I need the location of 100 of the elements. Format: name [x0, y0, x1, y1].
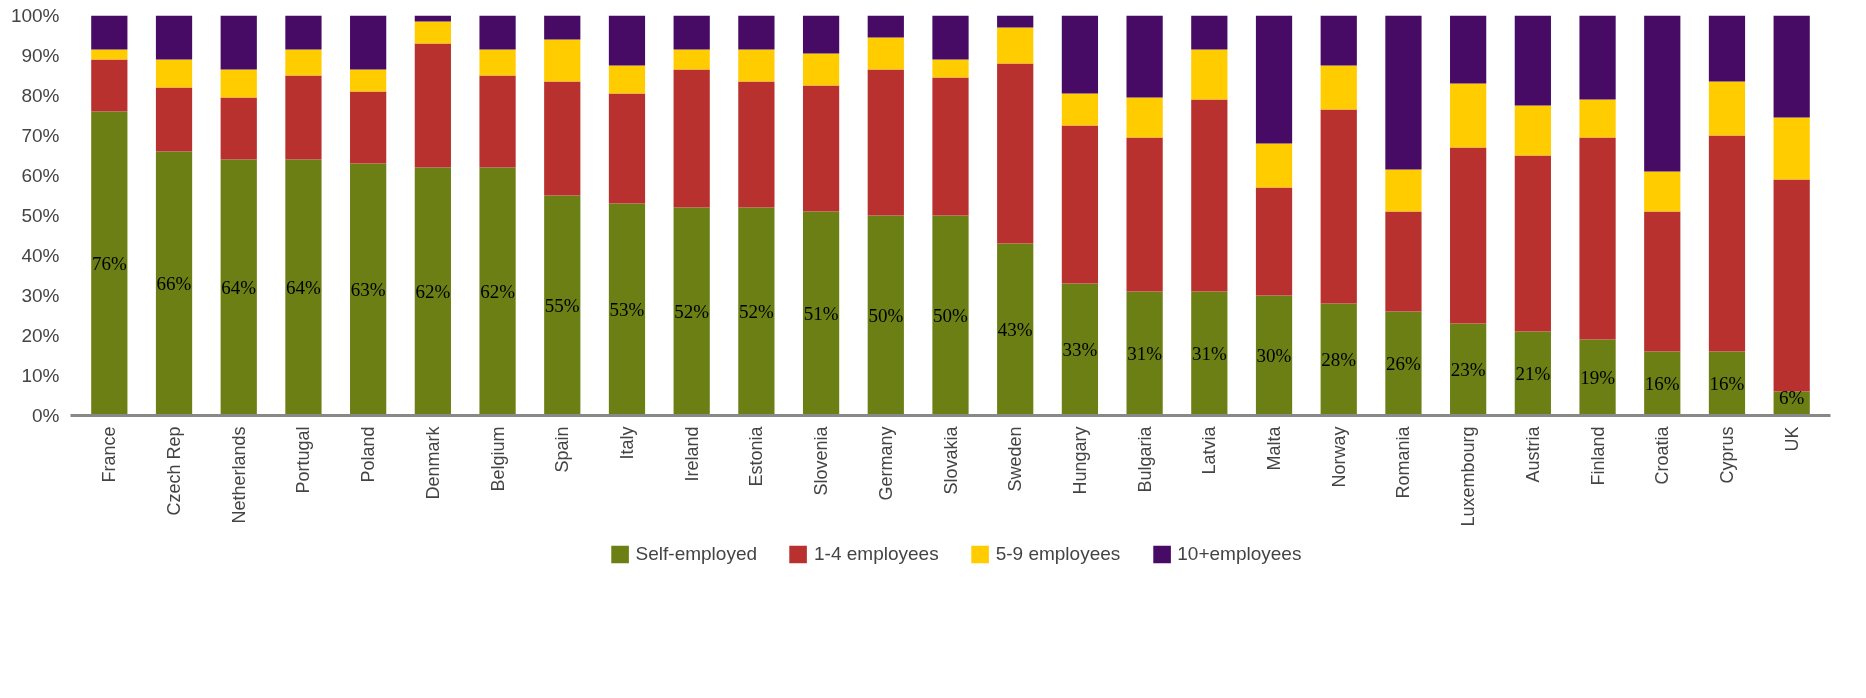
bar [1450, 15, 1487, 84]
bar [414, 167, 451, 416]
bar [932, 77, 969, 216]
bar [1385, 169, 1422, 212]
bar [1773, 117, 1810, 180]
x-tick-label: Poland [358, 426, 379, 483]
bar [1514, 331, 1551, 416]
y-tick-label: 50% [21, 205, 60, 226]
bar [220, 69, 257, 98]
data-label: 26% [1386, 353, 1422, 374]
bar [1191, 291, 1228, 416]
bar [220, 159, 257, 416]
bar [1126, 291, 1163, 416]
y-tick-label: 60% [21, 165, 60, 186]
x-tick-label: Luxembourg [1458, 426, 1479, 527]
data-label: 50% [933, 305, 969, 326]
bar [867, 215, 904, 416]
y-tick-label: 20% [21, 325, 60, 346]
x-tick-label: Spain [552, 426, 573, 473]
bar [673, 69, 710, 208]
bar [1773, 179, 1810, 392]
bar [1773, 15, 1810, 118]
bar [285, 159, 322, 416]
bar [220, 15, 257, 70]
bar [285, 49, 322, 76]
x-tick-label: Malta [1264, 425, 1285, 471]
data-label: 50% [868, 305, 904, 326]
x-tick-label: Croatia [1652, 425, 1673, 485]
x-tick-label: UK [1781, 426, 1802, 452]
data-label: 21% [1515, 363, 1551, 384]
data-label: 55% [544, 295, 580, 316]
y-tick-label: 90% [21, 45, 60, 66]
x-tick-label: Slovakia [940, 425, 961, 495]
data-label: 62% [480, 281, 516, 302]
bar [738, 81, 775, 208]
data-label: 16% [1644, 373, 1680, 394]
x-tick-label: Sweden [1005, 426, 1026, 492]
bar [1644, 171, 1681, 212]
bar [155, 15, 193, 60]
x-tick-label: Czech Rep [164, 426, 185, 516]
x-tick-label: Estonia [746, 425, 767, 487]
bar [91, 59, 128, 112]
bar [802, 15, 840, 54]
bar [802, 211, 840, 416]
y-tick-label: 40% [21, 245, 60, 266]
bar [544, 195, 581, 416]
bar [1061, 93, 1099, 126]
data-label: 63% [350, 279, 386, 300]
legend-label: 10+employees [1177, 543, 1302, 565]
bar [1708, 135, 1746, 352]
bar [1255, 143, 1293, 188]
bar [479, 49, 516, 76]
bar [1191, 49, 1228, 100]
x-tick-label: Germany [875, 426, 896, 501]
bar [1255, 295, 1293, 416]
x-tick-label: Austria [1522, 425, 1543, 483]
bar [155, 87, 193, 152]
x-tick-label: Netherlands [228, 426, 249, 524]
data-label: 6% [1779, 387, 1805, 408]
bar [1191, 99, 1228, 292]
x-tick-label: Hungary [1069, 426, 1090, 495]
data-label: 62% [415, 281, 451, 302]
bar [608, 93, 646, 204]
data-label: 28% [1321, 349, 1357, 370]
bar [544, 39, 581, 82]
data-label: 33% [1062, 339, 1098, 360]
x-tick-label: Bulgaria [1134, 425, 1155, 493]
bar [1320, 303, 1357, 416]
bar [350, 91, 387, 164]
data-label: 43% [997, 319, 1033, 340]
legend-label: 1-4 employees [814, 543, 939, 565]
bar [414, 15, 451, 22]
data-label: 31% [1127, 343, 1163, 364]
bar [1255, 187, 1293, 296]
bar [608, 15, 646, 66]
data-label: 52% [674, 301, 710, 322]
bar [997, 15, 1034, 28]
bar [1708, 15, 1746, 82]
bar [738, 207, 775, 416]
bar [350, 15, 387, 70]
x-tick-label: Belgium [487, 426, 508, 492]
y-tick-label: 80% [21, 85, 60, 106]
bar [802, 85, 840, 212]
bar [479, 167, 516, 416]
bar [1191, 15, 1228, 50]
legend-label: 5-9 employees [995, 543, 1121, 565]
data-label: 76% [91, 253, 127, 274]
bar [1061, 15, 1099, 94]
bar [1514, 155, 1551, 332]
bar [544, 15, 581, 40]
x-tick-label: France [99, 426, 120, 483]
data-label: 64% [221, 277, 257, 298]
bar [997, 27, 1034, 64]
bar [1579, 15, 1616, 100]
bar [1644, 211, 1681, 352]
x-tick-label: Denmark [422, 425, 443, 500]
data-label: 31% [1191, 343, 1227, 364]
bar [479, 15, 516, 50]
bar [1385, 211, 1422, 312]
bar [1061, 125, 1099, 284]
